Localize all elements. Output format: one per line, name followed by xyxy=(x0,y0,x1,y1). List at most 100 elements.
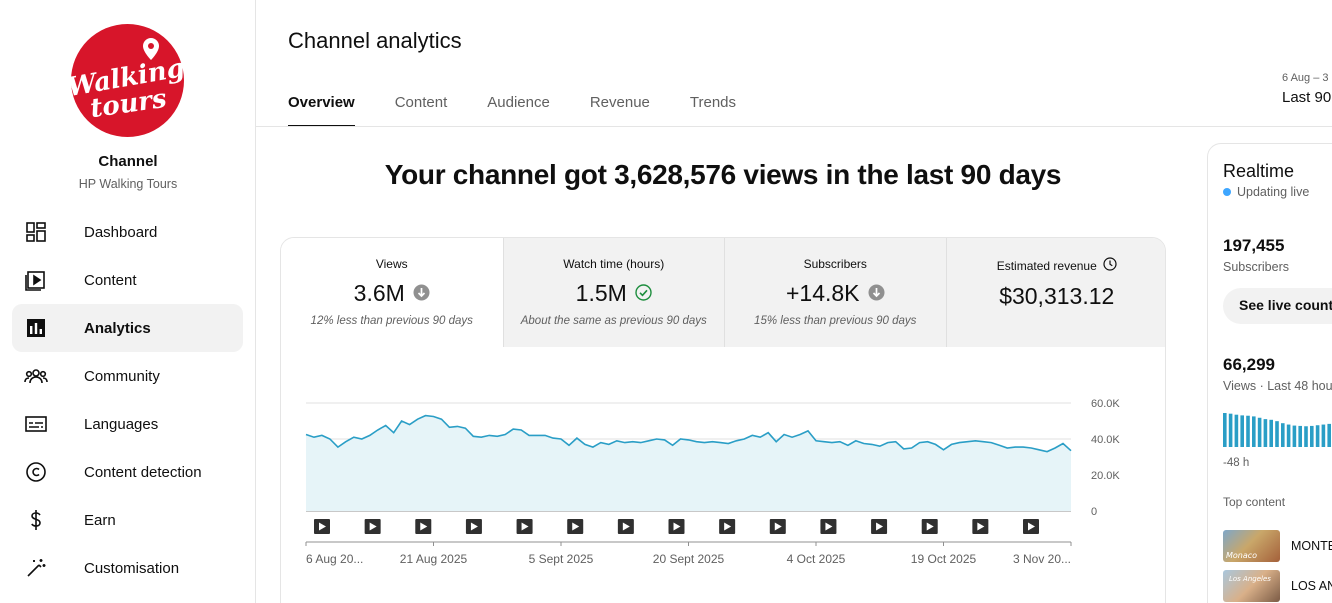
metric-value: +14.8K xyxy=(785,279,860,306)
sidebar-item-label: Dashboard xyxy=(84,223,158,241)
video-thumbnail: Monaco xyxy=(1223,530,1280,562)
channel-logo[interactable]: Walking tours xyxy=(71,24,184,137)
sidebar: Walking tours Channel HP Walking Tours D… xyxy=(0,0,256,603)
views-headline: Your channel got 3,628,576 views in the … xyxy=(384,159,1062,190)
overview-card: Views 3.6M 12% less than previous 90 day… xyxy=(280,237,1166,603)
realtime-bar xyxy=(1298,425,1302,447)
realtime-bar-chart[interactable] xyxy=(1223,412,1332,448)
metric-label: Views xyxy=(375,257,408,271)
live-status-text: Updating live xyxy=(1237,185,1310,199)
magic-wand-icon xyxy=(24,556,48,580)
sidebar-item-label: Content detection xyxy=(84,463,202,481)
video-marker-icon[interactable] xyxy=(465,519,482,534)
sidebar-item-content-detection[interactable]: Content detection xyxy=(12,448,243,496)
realtime-views-label: Views · Last 48 hou xyxy=(1223,379,1332,393)
x-tick-label: 21 Aug 2025 xyxy=(400,552,468,566)
sidebar-item-analytics[interactable]: Analytics xyxy=(12,304,243,352)
sidebar-item-label: Customisation xyxy=(84,559,180,577)
top-content-item[interactable]: Los Angeles LOS AN xyxy=(1223,570,1332,602)
views-series-line xyxy=(305,414,1072,453)
realtime-bar xyxy=(1228,413,1233,447)
sidebar-item-languages[interactable]: Languages xyxy=(12,400,243,448)
video-marker-icon[interactable] xyxy=(769,519,786,534)
realtime-bar xyxy=(1257,417,1262,447)
sidebar-item-dashboard[interactable]: Dashboard xyxy=(12,208,243,256)
sidebar-item-earn[interactable]: Earn xyxy=(12,496,243,544)
channel-title: Channel xyxy=(98,153,158,170)
live-dot-icon xyxy=(1223,188,1231,196)
metric-views[interactable]: Views 3.6M 12% less than previous 90 day… xyxy=(281,238,503,347)
video-marker-icon[interactable] xyxy=(617,519,634,534)
metric-subscribers[interactable]: Subscribers +14.8K 15% less than previou… xyxy=(724,238,946,347)
metric-tabs: Views 3.6M 12% less than previous 90 day… xyxy=(281,238,1165,347)
date-range-dates: 6 Aug – 3 xyxy=(1282,72,1329,84)
x-tick-label: 3 Nov 20... xyxy=(1013,552,1071,566)
video-marker-icon[interactable] xyxy=(516,519,533,534)
realtime-bar xyxy=(1321,424,1326,447)
y-tick-label: 20.0K xyxy=(1091,470,1120,482)
sidebar-item-content[interactable]: Content xyxy=(12,256,243,304)
video-marker-icon[interactable] xyxy=(719,519,736,534)
see-live-count-button[interactable]: See live count xyxy=(1223,288,1332,324)
analytics-tabs: Overview Content Audience Revenue Trends xyxy=(288,84,776,127)
video-marker-icon[interactable] xyxy=(567,519,584,534)
metric-note: 15% less than previous 90 days xyxy=(754,315,917,327)
metric-watch-time[interactable]: Watch time (hours) 1.5M About the same a… xyxy=(502,238,724,347)
tab-overview[interactable]: Overview xyxy=(288,84,355,127)
realtime-views-value: 66,299 xyxy=(1223,355,1275,374)
metric-value: $30,313.12 xyxy=(999,282,1115,309)
realtime-bar xyxy=(1252,416,1256,447)
video-marker-icon[interactable] xyxy=(364,519,381,534)
svg-text:Los Angeles: Los Angeles xyxy=(1229,575,1271,583)
sidebar-item-customisation[interactable]: Customisation xyxy=(12,544,243,592)
video-marker-icon[interactable] xyxy=(972,519,989,534)
languages-icon xyxy=(24,412,48,436)
video-marker-icon[interactable] xyxy=(314,519,330,534)
video-marker-icon[interactable] xyxy=(820,519,837,534)
y-tick-label: 60.0K xyxy=(1091,398,1120,410)
clock-icon xyxy=(1103,257,1117,274)
sidebar-nav: Dashboard Content Analyt xyxy=(12,208,243,592)
tab-content[interactable]: Content xyxy=(394,94,448,111)
top-content-item[interactable]: Monaco MONTE xyxy=(1223,530,1332,562)
page-title: Channel analytics xyxy=(288,28,462,53)
sidebar-item-community[interactable]: Community xyxy=(12,352,243,400)
analytics-icon xyxy=(24,316,48,340)
realtime-subscribers-label: Subscribers xyxy=(1223,260,1289,274)
metric-note: About the same as previous 90 days xyxy=(520,315,707,327)
video-marker-icon[interactable] xyxy=(668,519,685,534)
video-marker-icon[interactable] xyxy=(921,519,938,534)
views-chart[interactable]: 60.0K 40.0K 20.0K 0 6 Aug 20... 21 Aug 2025 5 … xyxy=(281,347,1166,603)
realtime-bar xyxy=(1327,423,1331,447)
svg-text:Monaco: Monaco xyxy=(1226,551,1257,560)
dollar-icon xyxy=(24,508,48,532)
metric-label: Subscribers xyxy=(803,257,867,271)
video-marker-icon[interactable] xyxy=(1023,519,1039,534)
realtime-subscribers-value: 197,455 xyxy=(1223,236,1285,255)
video-thumbnail: Los Angeles xyxy=(1223,570,1280,602)
realtime-bar xyxy=(1281,423,1285,447)
realtime-bar xyxy=(1263,419,1268,447)
arrow-down-circle-icon xyxy=(868,280,885,307)
tab-revenue[interactable]: Revenue xyxy=(589,94,650,111)
x-tick-label: 20 Sept 2025 xyxy=(653,552,725,566)
sidebar-item-label: Languages xyxy=(84,415,159,433)
video-marker-icon[interactable] xyxy=(415,519,432,534)
metric-value: 3.6M xyxy=(353,279,405,306)
tab-audience[interactable]: Audience xyxy=(487,94,550,111)
metric-estimated-revenue[interactable]: Estimated revenue $30,313.12 xyxy=(945,238,1165,347)
dashboard-icon xyxy=(24,220,48,244)
realtime-bar xyxy=(1315,425,1320,447)
sidebar-item-label: Earn xyxy=(84,511,116,529)
realtime-bar xyxy=(1292,425,1297,447)
video-title: LOS AN xyxy=(1291,579,1332,593)
video-marker-icon[interactable] xyxy=(871,519,888,534)
sidebar-item-label: Content xyxy=(84,271,137,289)
y-tick-label: 0 xyxy=(1091,506,1097,518)
sidebar-item-label: Community xyxy=(84,367,160,385)
x-tick-label: 5 Sept 2025 xyxy=(529,552,594,566)
tab-trends[interactable]: Trends xyxy=(689,94,737,111)
x-tick-label: 4 Oct 2025 xyxy=(787,552,846,566)
y-tick-label: 40.0K xyxy=(1091,434,1120,446)
date-range-picker[interactable]: 6 Aug – 3 Last 90 xyxy=(1282,72,1332,106)
